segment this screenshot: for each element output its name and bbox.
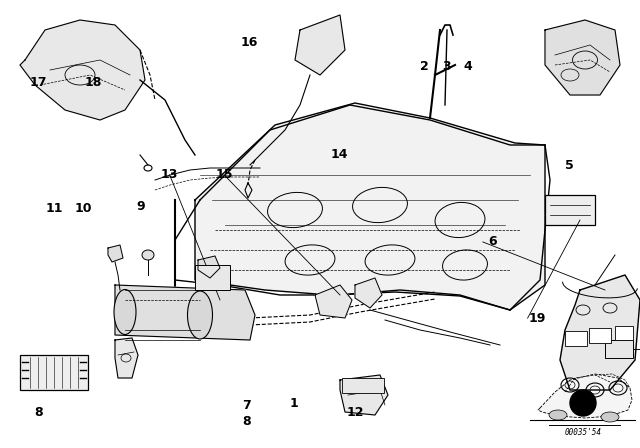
Text: 17: 17 — [29, 76, 47, 90]
Ellipse shape — [142, 250, 154, 260]
FancyBboxPatch shape — [565, 331, 587, 346]
Text: 18: 18 — [84, 76, 102, 90]
Polygon shape — [195, 103, 545, 310]
FancyBboxPatch shape — [605, 340, 633, 358]
Polygon shape — [545, 20, 620, 95]
Polygon shape — [115, 285, 255, 340]
Polygon shape — [355, 278, 382, 308]
Polygon shape — [315, 285, 352, 318]
Text: 2: 2 — [420, 60, 429, 73]
FancyBboxPatch shape — [615, 326, 633, 340]
Text: 7: 7 — [242, 399, 251, 412]
Text: 11: 11 — [45, 202, 63, 215]
Polygon shape — [198, 256, 220, 278]
Text: 00035'54: 00035'54 — [564, 427, 602, 436]
Polygon shape — [108, 245, 123, 262]
Text: 19: 19 — [529, 311, 547, 325]
Text: 3: 3 — [442, 60, 451, 73]
Text: 6: 6 — [488, 235, 497, 249]
FancyBboxPatch shape — [545, 195, 595, 225]
Ellipse shape — [549, 410, 567, 420]
Ellipse shape — [114, 289, 136, 335]
Text: 5: 5 — [565, 159, 574, 172]
FancyBboxPatch shape — [20, 355, 88, 390]
FancyBboxPatch shape — [589, 328, 611, 343]
Text: 9: 9 — [136, 199, 145, 213]
Text: 12: 12 — [346, 405, 364, 419]
Text: 14: 14 — [330, 148, 348, 161]
Polygon shape — [115, 338, 138, 378]
Circle shape — [570, 390, 596, 416]
Text: 4: 4 — [463, 60, 472, 73]
Text: 8: 8 — [34, 405, 43, 419]
FancyBboxPatch shape — [342, 378, 384, 393]
Text: 15: 15 — [215, 168, 233, 181]
Polygon shape — [538, 374, 632, 418]
Ellipse shape — [188, 291, 212, 339]
Polygon shape — [340, 375, 388, 415]
Ellipse shape — [601, 412, 619, 422]
Polygon shape — [20, 20, 145, 120]
Polygon shape — [295, 15, 345, 75]
Text: 16: 16 — [241, 36, 259, 49]
Text: 13: 13 — [161, 168, 179, 181]
Text: 10: 10 — [74, 202, 92, 215]
Text: 8: 8 — [242, 414, 251, 428]
Polygon shape — [560, 275, 640, 390]
Text: 1: 1 — [290, 396, 299, 410]
FancyBboxPatch shape — [195, 265, 230, 290]
